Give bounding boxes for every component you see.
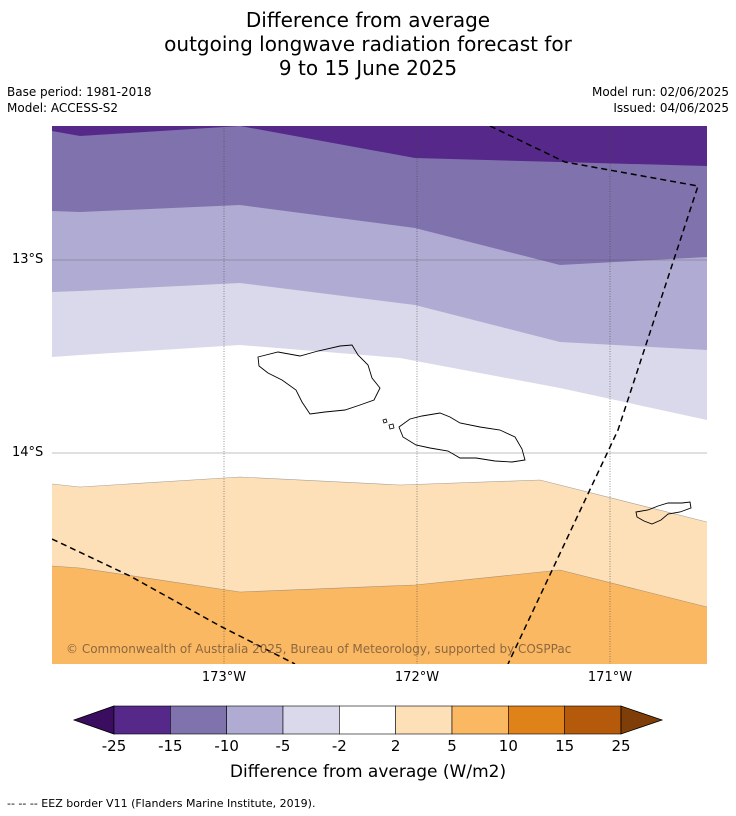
colorbar-swatch xyxy=(226,705,284,735)
colorbar-tick-label: 2 xyxy=(390,737,401,755)
lat-label-13s: 13°S xyxy=(12,252,44,267)
island-savaii xyxy=(257,344,381,415)
colorbar-tick-label: -25 xyxy=(101,737,127,755)
model-text: Model: ACCESS-S2 xyxy=(7,101,119,115)
meta-right: Model run: 02/06/2025 Issued: 04/06/2025 xyxy=(592,84,729,116)
band-purple-light xyxy=(52,126,707,350)
colorbar-arrow-right xyxy=(620,705,664,735)
colorbar-tick-label: 25 xyxy=(611,737,631,755)
colorbar-swatch xyxy=(282,705,340,735)
colorbar-swatch xyxy=(508,705,565,735)
colorbar-tick-label: 5 xyxy=(447,737,457,755)
meta-left: Base period: 1981-2018 Model: ACCESS-S2 xyxy=(7,84,152,116)
islet-manono xyxy=(388,423,395,430)
colorbar-tick-label: 15 xyxy=(555,737,575,755)
colorbar-title: Difference from average (W/m2) xyxy=(229,762,507,782)
band-purple-mid xyxy=(52,126,707,265)
colorbar-tick-label: -10 xyxy=(214,737,239,755)
band-neutral xyxy=(52,126,707,522)
colorbar-swatch xyxy=(451,705,509,735)
islet-apolima xyxy=(382,418,388,424)
colorbar-tick-label: -5 xyxy=(275,737,291,755)
issued-text: Issued: 04/06/2025 xyxy=(613,101,729,115)
copyright-text: © Commonwealth of Australia 2025, Bureau… xyxy=(66,642,572,656)
band-orange xyxy=(52,126,707,664)
title-line-3: 9 to 15 June 2025 xyxy=(278,56,458,80)
island-upolu xyxy=(398,412,526,463)
eez-footnote: -- -- -- EEZ border V11 (Flanders Marine… xyxy=(7,797,316,810)
map-title: Difference from average outgoing longwav… xyxy=(0,8,736,80)
lon-label-172w: 172°W xyxy=(394,670,440,685)
band-boundary-lines xyxy=(52,476,707,608)
band-peach xyxy=(52,126,707,607)
colorbar-swatch xyxy=(170,705,227,735)
lat-label-14s: 14°S xyxy=(12,445,44,460)
island-tutuila xyxy=(635,501,692,525)
eez-border-east xyxy=(489,126,699,664)
colorbar-tick-label: -15 xyxy=(158,737,183,755)
lon-label-171w: 171°W xyxy=(587,670,633,685)
band-purple-dark xyxy=(52,126,707,166)
map-frame xyxy=(52,126,707,664)
title-line-2: outgoing longwave radiation forecast for xyxy=(164,32,572,56)
model-run-text: Model run: 02/06/2025 xyxy=(591,85,729,99)
colorbar-swatch xyxy=(339,705,396,735)
colorbar-swatch xyxy=(395,705,453,735)
band-lavender xyxy=(52,126,707,420)
colorbar-swatch xyxy=(113,705,171,735)
colorbar-swatch xyxy=(564,705,622,735)
colorbar-tick-label: -2 xyxy=(331,737,347,755)
base-period-text: Base period: 1981-2018 xyxy=(7,85,152,99)
colorbar xyxy=(72,705,664,735)
lon-label-173w: 173°W xyxy=(201,670,247,685)
title-line-1: Difference from average xyxy=(245,8,491,32)
colorbar-arrow-left xyxy=(72,705,115,735)
colorbar-tick-label: 10 xyxy=(498,737,518,755)
